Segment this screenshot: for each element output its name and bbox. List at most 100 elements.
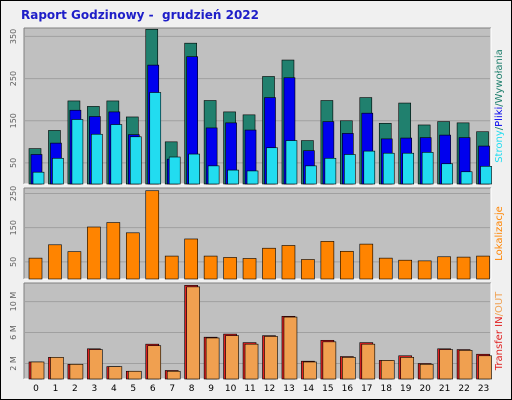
hour-label: 19 — [400, 384, 412, 394]
hits-chart-bar-pages — [285, 140, 298, 185]
visits-chart-ylabel-Lokalizacje: Lokalizacje — [494, 206, 505, 261]
visits-chart-bar-visits — [378, 257, 393, 280]
hits-chart-bar-pages — [188, 153, 200, 185]
visits-chart-bar-visits — [125, 232, 140, 280]
hits-chart-bar-pages — [266, 147, 278, 185]
visits-chart-bar-visits — [301, 259, 315, 280]
hour-label: 4 — [111, 384, 117, 394]
hour-label: 14 — [303, 384, 315, 394]
visits-chart-bar-visits — [340, 250, 354, 280]
hits-chart-bar-pages — [480, 165, 492, 185]
transfer-chart-bar-out — [147, 345, 162, 380]
hits-chart-ylabel-Pliki: Pliki — [494, 107, 505, 127]
hour-label: 22 — [458, 384, 469, 394]
visits-chart-bar-visits — [67, 251, 82, 280]
transfer-chart-bar-out — [400, 357, 415, 380]
hits-chart-ytick-label: 250 — [9, 71, 18, 86]
transfer-chart-bar-out — [89, 349, 103, 380]
transfer-chart-bar-out — [439, 349, 453, 380]
visits-chart-bar-visits — [262, 247, 276, 280]
transfer-chart-ylabel-Transfer: Transfer — [494, 329, 505, 371]
hour-label: 7 — [169, 384, 175, 394]
visits-chart-bar-visits — [28, 257, 43, 280]
transfer-chart-bar-out — [108, 366, 123, 380]
hour-label: 6 — [150, 384, 156, 394]
visits-chart-bar-visits — [87, 226, 101, 280]
hits-chart-bar-pages — [305, 165, 317, 185]
transfer-chart-bar-out — [69, 363, 84, 380]
visits-chart-bar-visits — [417, 260, 432, 280]
transfer-chart-bar-out — [127, 370, 142, 380]
visits-chart-bar-visits — [398, 259, 413, 280]
hour-label: 8 — [189, 384, 195, 394]
transfer-chart-bar-out — [283, 316, 298, 380]
transfer-chart-bar-out — [186, 286, 200, 380]
hits-chart-ylabel-sep2: / — [494, 103, 505, 107]
hits-chart-bar-pages — [129, 136, 142, 185]
hits-chart-ylabel-Wywolania: Wywołania — [494, 49, 505, 103]
transfer-chart-ylabel-OUT: OUT — [494, 291, 505, 313]
hour-label: 5 — [130, 384, 136, 394]
hour-label: 3 — [92, 384, 98, 394]
transfer-chart-ytick-label: 10 M — [9, 292, 18, 312]
transfer-chart-bar-out — [50, 357, 64, 380]
hits-chart-bar-pages — [421, 152, 434, 185]
hits-chart-bar-pages — [149, 92, 162, 185]
hour-label: 16 — [342, 384, 354, 394]
hits-chart-bar-pages — [324, 157, 337, 185]
hits-chart-bar-pages — [52, 157, 64, 185]
hits-chart-bar-pages — [344, 154, 356, 185]
hour-label: 0 — [33, 384, 39, 394]
transfer-chart-bar-out — [205, 337, 220, 380]
visits-chart-bar-visits — [320, 241, 335, 280]
hits-chart-bar-pages — [460, 171, 473, 185]
visits-chart-bar-visits — [456, 256, 471, 280]
visits-chart-bar-visits — [184, 238, 198, 280]
hits-chart-y-axis-label: Strony/Pliki/Wywołania — [494, 49, 505, 163]
hits-chart-ytick-label: 150 — [9, 113, 18, 128]
visits-chart-bar-visits — [106, 222, 121, 280]
hour-label: 13 — [283, 384, 294, 394]
visits-chart-bar-visits — [476, 255, 490, 280]
visits-chart-ytick-label: 250 — [9, 186, 18, 201]
visits-chart-ytick-label: 50 — [9, 257, 18, 267]
hits-chart-bar-pages — [382, 152, 395, 185]
visits-chart-bar-visits — [223, 257, 237, 280]
transfer-chart-bar-out — [419, 363, 434, 380]
transfer-chart-bar-out — [361, 343, 376, 380]
hits-chart-bar-pages — [402, 152, 415, 185]
transfer-chart-bar-out — [342, 357, 356, 380]
visits-chart-bar-visits — [48, 244, 62, 280]
hits-chart-bar-pages — [168, 156, 181, 185]
hits-chart-bar-pages — [441, 163, 453, 185]
hits-chart-bar-pages — [110, 124, 123, 185]
page-title: Raport Godzinowy - grudzień 2022 — [21, 8, 259, 22]
hour-label: 12 — [264, 384, 275, 394]
visits-chart-bar-visits — [145, 190, 160, 280]
transfer-chart-bar-out — [303, 361, 317, 380]
hour-label: 11 — [244, 384, 255, 394]
visits-chart-ytick-label: 150 — [9, 220, 18, 235]
visits-chart-bar-visits — [164, 255, 179, 280]
hour-label: 15 — [322, 384, 333, 394]
transfer-chart-bar-out — [30, 361, 45, 380]
hour-label: 9 — [208, 384, 214, 394]
hour-label: 20 — [419, 384, 431, 394]
hits-chart-ylabel-sep1: / — [494, 126, 505, 130]
transfer-chart-bar-out — [458, 350, 473, 380]
hits-chart-bar-pages — [207, 165, 220, 185]
hour-label: 1 — [53, 384, 59, 394]
hits-chart-bar-pages — [32, 171, 45, 185]
visits-chart-bar-visits — [203, 255, 218, 280]
visits-chart-plot-area — [24, 188, 491, 279]
transfer-chart-ylabel-IN: IN — [494, 316, 505, 326]
hits-chart-bar-pages — [246, 170, 259, 185]
hour-label: 10 — [225, 384, 237, 394]
hits-chart-ylabel-Strony: Strony — [494, 130, 505, 163]
visits-chart-bar-visits — [437, 256, 451, 280]
transfer-chart-ytick-label: 6 M — [9, 325, 18, 340]
hits-chart-bar-pages — [71, 119, 84, 185]
hits-chart-ytick-label: 50 — [9, 158, 18, 168]
transfer-chart-bar-out — [322, 341, 337, 380]
